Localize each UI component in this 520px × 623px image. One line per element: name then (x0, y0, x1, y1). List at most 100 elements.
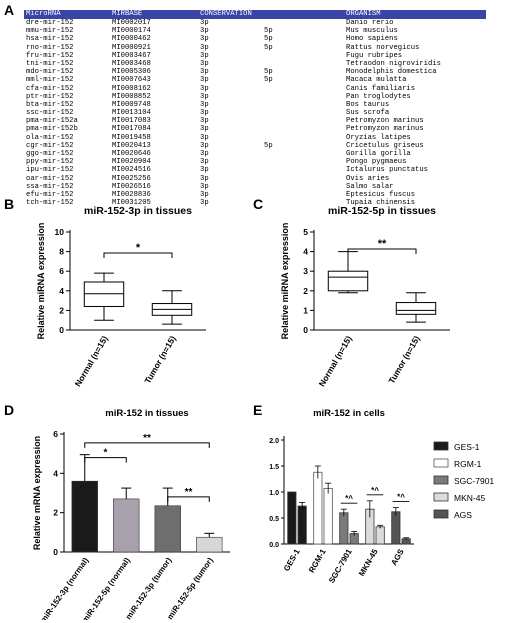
table-cell: 3p (200, 150, 209, 158)
table-cell: MI0003468 (112, 59, 151, 68)
panel-label-e: E (253, 402, 263, 418)
bar (113, 498, 140, 553)
table-cell: 3p (200, 125, 209, 134)
table-row: mdo-mir-152 MI0005306 3p 5p Monodelphis dome… (24, 68, 486, 76)
significance-label: ** (143, 433, 151, 444)
table-row: ggo-mir-152 MI0020646 3p Gorilla gorilla (24, 150, 486, 158)
table-cell: Gorilla gorilla (346, 150, 411, 158)
x-tick-label: miR-152-3p (normal) (39, 556, 91, 620)
table-row: tch-mir-152 MI0031205 3p Tupaia chinensis (24, 199, 486, 207)
table-cell: pma-mir-152b (26, 125, 78, 134)
bar (196, 536, 223, 553)
y-tick-label: 6 (53, 429, 58, 439)
table-cell: ssc-mir-152 (26, 109, 74, 118)
table-cell: Macaca mulatta (346, 76, 407, 85)
table-cell: MI0024516 (112, 166, 151, 175)
chart-b-box-plot: miR-152-3p in tissues Relative miRNA expr… (36, 205, 206, 388)
y-tick-label: 0.5 (269, 516, 279, 523)
table-header: MicroRNA MIRBASE CONSERVATION ORGANISM (24, 10, 486, 19)
table-row: ola-mir-152 MI0019458 3p Oryzias latipes (24, 134, 486, 142)
table-cell: 3p (200, 158, 209, 167)
y-axis-label: Relative miRNA expression (36, 223, 46, 340)
header-conservation: CONSERVATION (200, 10, 252, 18)
table-cell: Ovis aries (346, 174, 390, 183)
table-cell: 5p (264, 35, 273, 44)
table-cell: MI0017084 (112, 125, 151, 134)
legend-swatch (433, 492, 449, 502)
table-cell: ppy-mir-152 (26, 158, 74, 167)
table-cell (264, 183, 346, 191)
x-tick-label: miR-152-3p (tumor) (124, 556, 174, 620)
table-cell: 3p (200, 68, 209, 77)
table-row: rno-mir-152 MI0000921 3p 5p Rattus norvegicu… (24, 44, 486, 52)
table-cell: Danio rerio (346, 19, 394, 27)
table-row: tni-mir-152 MI0003468 3p Tetraodon nigrovir… (24, 60, 486, 68)
table-cell: Ictalurus punctatus (346, 166, 428, 175)
table-cell: oar-mir-152 (26, 174, 74, 183)
x-tick-label: Tumor (n=15) (142, 334, 177, 385)
bar (375, 526, 385, 545)
chart-c-box-plot: miR-152-5p in tissues Relative miRNA expr… (280, 205, 450, 388)
table-cell: Sus scrofa (346, 109, 390, 118)
table-cell (264, 85, 346, 93)
y-tick-label: 4 (303, 247, 308, 257)
bar (313, 471, 323, 545)
table-cell: Oryzias latipes (346, 133, 411, 142)
x-tick-label: Tumor (n=15) (386, 334, 421, 385)
table-cell: Homo sapiens (346, 35, 398, 44)
y-tick-label: 3 (303, 266, 308, 276)
table-cell: Cricetulus griseus (346, 141, 424, 150)
table-cell: 3p (200, 190, 209, 199)
table-cell: rno-mir-152 (26, 43, 74, 52)
x-tick-label: Normal (n=15) (73, 334, 110, 388)
table-cell (264, 166, 346, 174)
table-row: cfa-mir-152 MI0008162 3p Canis familiaris (24, 85, 486, 93)
table-row: ipu-mir-152 MI0024516 3p Ictalurus punctatu… (24, 166, 486, 174)
legend-label: AGS (454, 510, 472, 520)
significance-bracket (84, 457, 127, 463)
table-row: bta-mir-152 MI0009748 3p Bos taurus (24, 101, 486, 109)
table-cell: 5p (264, 43, 273, 52)
table-cell: Petromyzon marinus (346, 117, 424, 126)
table-cell: 3p (200, 43, 209, 52)
x-tick-label: miR-152-5p (normal) (80, 556, 132, 620)
x-tick-label: Normal (n=15) (317, 334, 354, 388)
y-tick-label: 0.0 (269, 542, 279, 549)
table-cell: MI0028836 (112, 190, 151, 199)
significance-label: *^ (345, 494, 353, 503)
table-cell: cgr-mir-152 (26, 141, 74, 150)
x-tick-label: SGC-7901 (327, 547, 354, 585)
table-cell: 3p (200, 35, 209, 44)
x-tick-label: MKN-45 (357, 547, 380, 578)
table-cell: 3p (200, 84, 209, 93)
table-cell: bta-mir-152 (26, 100, 74, 109)
panel-label-b: B (4, 196, 15, 212)
table-cell (264, 175, 346, 183)
table-cell: 3p (200, 166, 209, 175)
table-cell: MI0020646 (112, 150, 151, 158)
table-row: cgr-mir-152 MI0020413 3p 5p Cricetulus grise… (24, 142, 486, 150)
legend-label: RGM-1 (454, 459, 482, 469)
table-cell: MI0020413 (112, 141, 151, 150)
table-cell: Mus musculus (346, 27, 398, 36)
table-cell: 5p (264, 68, 273, 77)
table-cell: MI0017083 (112, 117, 151, 126)
table-cell: 3p (200, 199, 209, 208)
significance-label: *^ (397, 493, 405, 502)
legend-label: SGC-7901 (454, 476, 494, 486)
table-cell: dre-mir-152 (26, 19, 74, 27)
table-cell (264, 158, 346, 166)
table-row: ssc-mir-152 MI0013104 3p Sus scrofa (24, 109, 486, 117)
significance-label: * (104, 448, 108, 459)
conservation-table: MicroRNA MIRBASE CONSERVATION ORGANISM d… (24, 10, 486, 207)
table-cell (264, 109, 346, 117)
legend-swatch (433, 458, 449, 468)
legend-swatch (433, 475, 449, 485)
significance-label: ** (185, 487, 193, 498)
table-cell: 3p (200, 174, 209, 183)
table-row: hsa-mir-152 MI0000462 3p 5p Homo sapiens (24, 35, 486, 43)
table-cell: 3p (200, 76, 209, 85)
table-cell: Salmo salar (346, 182, 394, 191)
bar (391, 511, 401, 545)
table-row: fru-mir-152 MI0003467 3p Fugu rubripes (24, 52, 486, 60)
